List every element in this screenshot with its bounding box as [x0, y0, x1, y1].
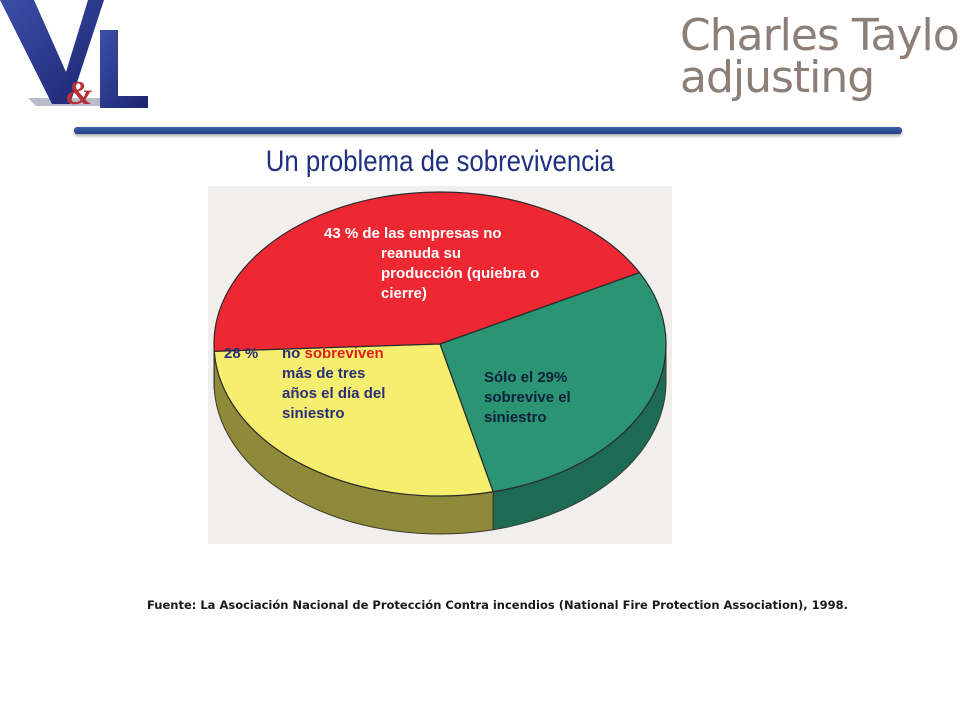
yellow-label-line: no sobreviven — [282, 344, 385, 364]
red-label-line: producción (quiebra o — [381, 265, 540, 282]
yellow-label-prefix: no — [282, 345, 305, 362]
v-and-l-logo: & — [0, 0, 148, 112]
pie-slice-red — [213, 191, 641, 353]
red-label-line: cierre) — [381, 285, 427, 302]
green-label-line: siniestro — [484, 409, 547, 426]
source-citation: Fuente: La Asociación Nacional de Protec… — [147, 598, 849, 612]
yellow-label-text: no sobreviven más de tres años el día de… — [282, 344, 385, 424]
yellow-label-highlight: sobreviven — [304, 345, 384, 362]
yellow-label-line: siniestro — [282, 405, 345, 422]
red-label-line: 43 % de las empresas no — [324, 225, 502, 242]
logo-ampersand: & — [66, 75, 93, 112]
slice-label-red: 43 % de las empresas no reanuda su produ… — [324, 224, 539, 304]
logo-v-shape — [0, 0, 104, 104]
logo-l-shape — [100, 30, 148, 108]
red-label-line: reanuda su — [381, 245, 462, 262]
pie-chart-svg — [213, 191, 667, 535]
pie-chart: 43 % de las empresas no reanuda su produ… — [208, 186, 672, 544]
yellow-label-line: más de tres — [282, 365, 366, 382]
brand-name-line2: adjusting — [680, 52, 875, 103]
yellow-label-line: años el día del — [282, 385, 386, 402]
yellow-pct: 28 % — [224, 345, 259, 362]
pie-slice-green — [439, 271, 667, 493]
slide-title: Un problema de sobrevivencia — [265, 145, 615, 178]
brand-name-line1: Charles Taylor — [680, 10, 960, 61]
green-label-line: sobrevive el — [484, 389, 571, 406]
green-label-line: Sólo el 29% — [484, 369, 568, 386]
pie-slice-yellow — [213, 343, 494, 497]
charles-taylor-logo: Charles Taylor adjusting — [680, 10, 960, 110]
slice-label-green: Sólo el 29% sobrevive el siniestro — [484, 368, 571, 428]
header-divider — [74, 127, 902, 134]
